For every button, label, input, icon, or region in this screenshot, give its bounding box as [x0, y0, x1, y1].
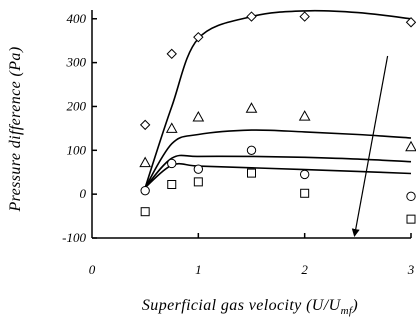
diamond-marker	[193, 31, 204, 43]
circle-marker	[193, 164, 204, 174]
square-marker	[300, 188, 310, 198]
trend-arrow	[351, 55, 389, 237]
diamond-marker	[299, 11, 310, 22]
triangle-marker	[405, 140, 416, 152]
diamond-marker	[405, 17, 416, 28]
y-axis-title: Pressure difference (Pa)	[7, 46, 24, 212]
square-marker	[193, 177, 203, 187]
circle-marker	[299, 169, 310, 180]
y-tick-label: 300	[66, 55, 87, 70]
x-tick-label: 1	[195, 262, 202, 277]
series-4-curve	[144, 162, 412, 189]
fitted-curves	[144, 9, 412, 189]
y-tick-label: 200	[67, 98, 87, 113]
plot-area: -100 0 100 200 300 400 0 1 2 3	[62, 9, 416, 277]
y-ticks: -100 0 100 200 300 400	[62, 11, 97, 245]
x-axis-title-close: )	[351, 297, 358, 314]
triangle-marker	[165, 122, 178, 133]
x-axis-title-main: Superficial gas velocity (U/U	[142, 297, 342, 314]
triangle-marker	[139, 156, 152, 168]
y-tick-label: -100	[62, 230, 86, 245]
circle-marker	[246, 145, 257, 156]
x-axis-title-subscript: mf	[341, 305, 354, 317]
square-marker	[140, 207, 150, 217]
x-tick-label: 3	[407, 262, 415, 277]
x-tick-label: 0	[89, 262, 96, 277]
data-markers	[139, 11, 416, 224]
y-tick-label: 400	[67, 11, 87, 26]
diamond-marker	[166, 48, 177, 60]
x-axis-title: Superficial gas velocity (U/Umf)	[142, 297, 358, 317]
square-marker	[167, 180, 177, 190]
diamond-marker	[246, 11, 257, 22]
triangle-marker	[192, 110, 205, 122]
circle-marker	[167, 158, 177, 169]
series-1-curve	[144, 9, 412, 188]
y-tick-label: 0	[80, 186, 87, 201]
series-2-curve	[144, 129, 412, 189]
triangle-marker	[245, 102, 258, 113]
circle-marker	[140, 185, 150, 196]
square-marker	[247, 168, 256, 178]
y-tick-label: 100	[67, 142, 87, 157]
x-tick-label: 2	[301, 262, 308, 277]
series-3-curve	[144, 154, 412, 189]
x-ticks: 0 1 2 3	[89, 233, 415, 277]
circle-marker	[406, 191, 416, 202]
triangle-marker	[298, 110, 311, 121]
square-marker	[406, 214, 416, 224]
diamond-marker	[139, 119, 151, 131]
